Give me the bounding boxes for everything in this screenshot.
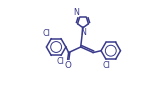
Text: O: O (65, 61, 72, 70)
Text: N: N (80, 28, 86, 37)
Text: N: N (73, 8, 79, 17)
Text: Cl: Cl (42, 29, 50, 38)
Text: Cl: Cl (57, 57, 64, 66)
Text: Cl: Cl (102, 61, 110, 70)
